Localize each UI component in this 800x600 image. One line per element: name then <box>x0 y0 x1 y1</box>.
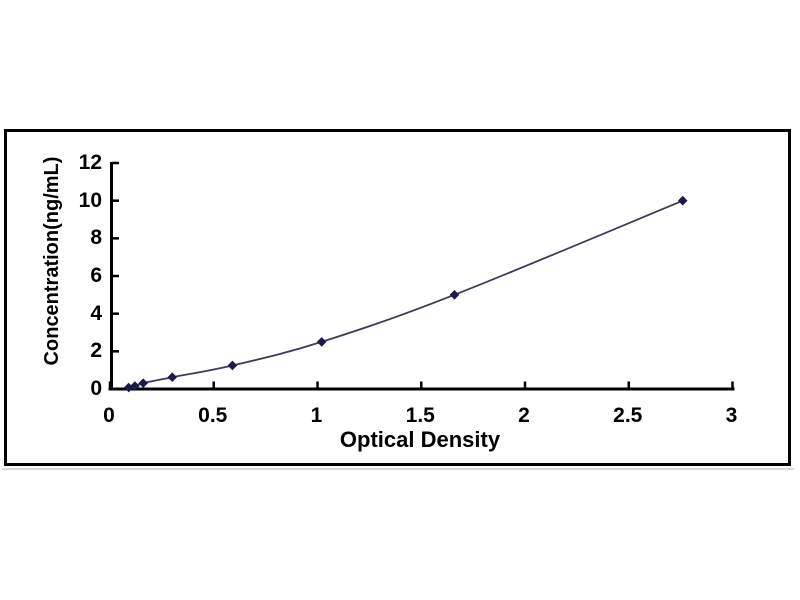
y-tick-label: 10 <box>78 188 102 212</box>
y-tick-label: 6 <box>90 264 102 287</box>
y-tick-label: 2 <box>90 339 102 363</box>
data-point-diamond <box>449 290 460 300</box>
data-series <box>123 195 688 393</box>
x-tick-label: 3 <box>725 404 738 427</box>
axis-ticks <box>108 161 734 391</box>
x-tick-label: 0 <box>103 404 115 427</box>
data-point-diamond <box>227 360 238 371</box>
x-tick-label: 2 <box>518 404 530 427</box>
y-axis-title: Concentration(ng/mL) <box>41 156 63 366</box>
y-tick-label: 12 <box>78 151 102 174</box>
data-point-diamond <box>316 337 327 347</box>
x-tick-label: 1 <box>310 404 323 427</box>
x-tick-label: 2.5 <box>613 404 643 427</box>
data-point-diamond <box>130 381 140 391</box>
x-tick-label: 1.5 <box>405 404 435 427</box>
x-tick-label: 0.5 <box>198 404 228 427</box>
y-tick-label: 8 <box>90 226 102 250</box>
axes <box>108 162 735 391</box>
x-axis-title: Optical Density <box>339 427 501 452</box>
y-tick-label: 0 <box>90 377 102 400</box>
standard-curve-line <box>128 199 684 389</box>
data-point-diamond <box>167 372 178 383</box>
chart-frame <box>4 129 791 466</box>
frame-shadow <box>2 468 794 470</box>
data-point-diamond <box>677 195 688 206</box>
data-point-diamond <box>123 382 134 393</box>
data-point-diamond <box>138 378 148 388</box>
y-tick-label: 4 <box>90 301 102 325</box>
